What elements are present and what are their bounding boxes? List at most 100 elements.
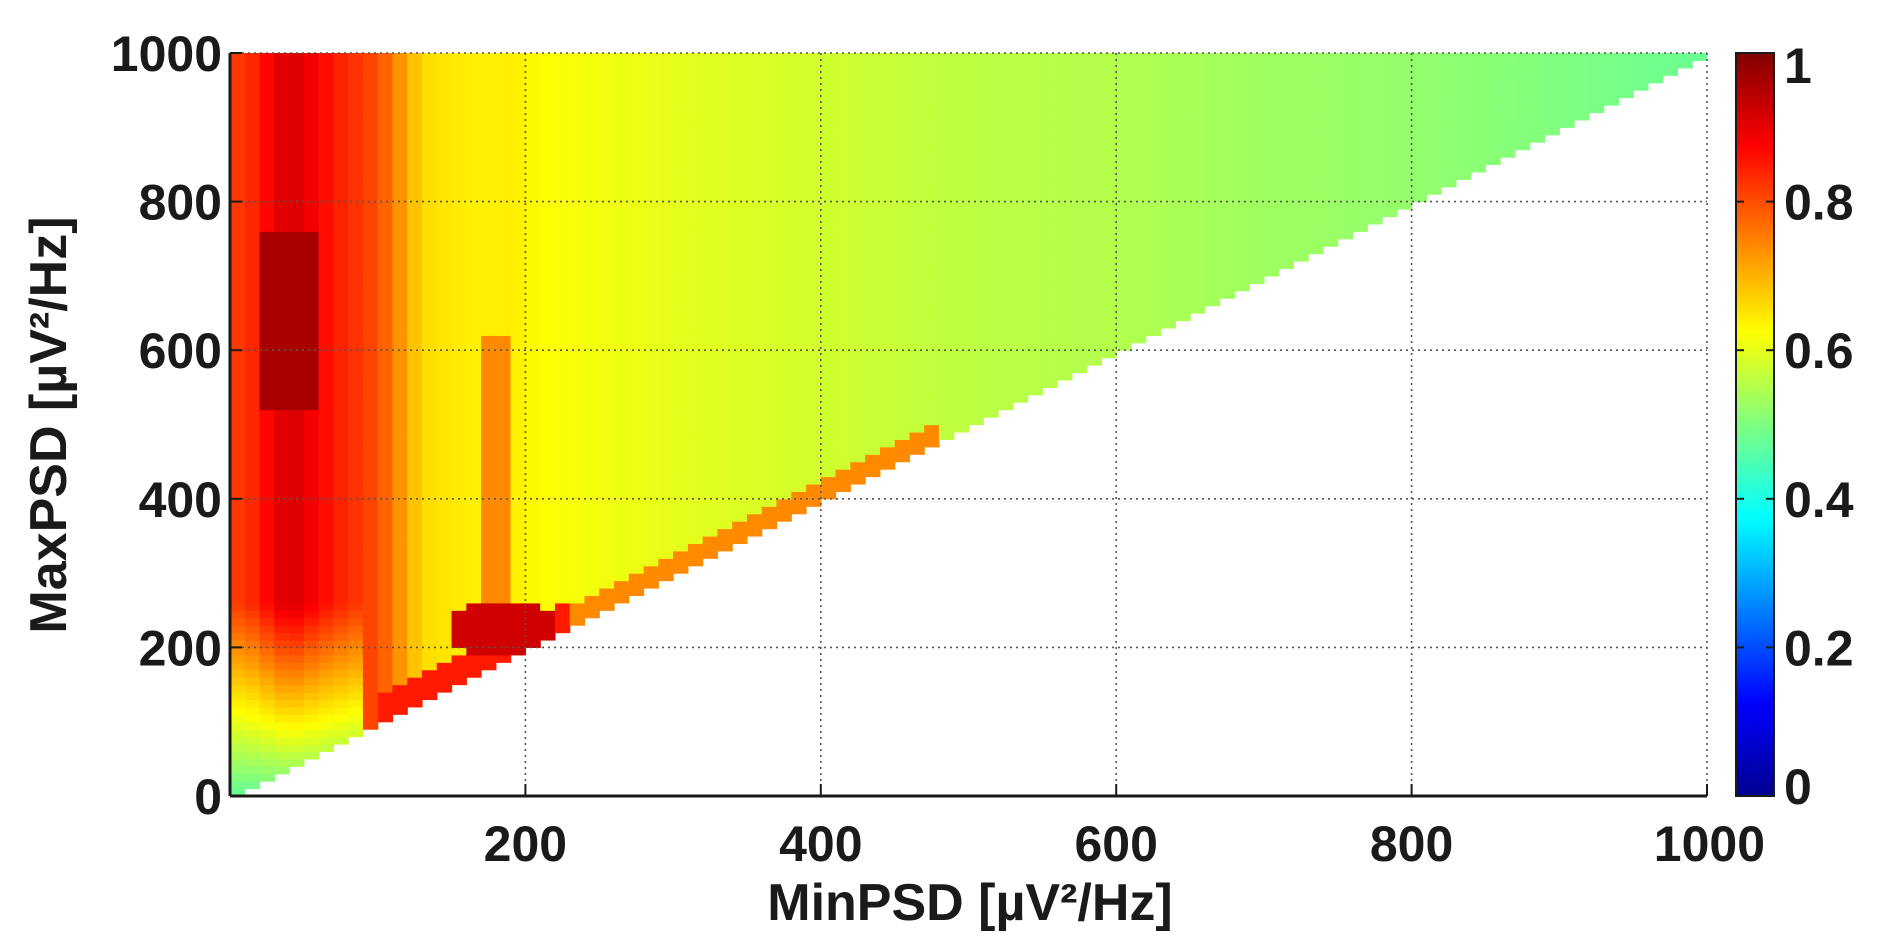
- heatmap-cell: [894, 119, 911, 128]
- heatmap-cell: [776, 342, 792, 351]
- heatmap-cell: [983, 209, 999, 218]
- heatmap-cell: [289, 513, 305, 522]
- heatmap-cell: [791, 246, 807, 255]
- heatmap-cell: [303, 662, 320, 671]
- heatmap-cell: [894, 290, 911, 299]
- heatmap-cell: [274, 691, 290, 701]
- heatmap-cell: [377, 223, 394, 232]
- heatmap-cell: [377, 610, 394, 619]
- heatmap-cell: [481, 335, 497, 344]
- heatmap-cell: [377, 157, 394, 166]
- heatmap-cell: [806, 216, 822, 225]
- heatmap-cell: [1027, 164, 1043, 173]
- heatmap-cell: [983, 275, 999, 284]
- heatmap-cell: [1278, 60, 1295, 69]
- heatmap-cell: [362, 275, 379, 284]
- heatmap-cell: [687, 498, 704, 507]
- heatmap-cell: [1219, 60, 1235, 69]
- heatmap-cell: [1042, 209, 1058, 218]
- heatmap-cell: [643, 223, 659, 232]
- heatmap-cell: [495, 298, 512, 307]
- heatmap-cell: [230, 223, 246, 232]
- heatmap-cell: [1116, 209, 1132, 218]
- heatmap-cell: [1116, 275, 1132, 284]
- heatmap-cell: [761, 424, 778, 433]
- heatmap-cell: [525, 201, 541, 210]
- heatmap-cell: [998, 105, 1014, 114]
- heatmap-cell: [451, 513, 467, 522]
- heatmap-cell: [244, 691, 261, 701]
- heatmap-cell: [658, 275, 674, 284]
- heatmap-cell: [303, 610, 320, 619]
- heatmap-cell: [1382, 82, 1398, 91]
- heatmap-cell: [525, 535, 541, 544]
- heatmap-cell: [1234, 67, 1250, 76]
- heatmap-cell: [791, 431, 807, 440]
- heatmap-cell: [333, 186, 349, 195]
- heatmap-cell: [1204, 223, 1221, 232]
- heatmap-cell: [495, 365, 512, 374]
- heatmap-cell: [894, 134, 911, 143]
- heatmap-cell: [259, 528, 275, 537]
- heatmap-cell: [643, 231, 659, 240]
- heatmap-cell: [569, 298, 586, 307]
- heatmap-cell: [628, 431, 645, 440]
- heatmap-cell: [909, 402, 925, 411]
- heatmap-cell: [1057, 105, 1073, 114]
- heatmap-cell: [407, 313, 423, 322]
- heatmap-cell: [289, 387, 305, 396]
- heatmap-cell: [569, 60, 586, 69]
- heatmap-cell: [377, 506, 394, 515]
- heatmap-cell: [1263, 134, 1280, 143]
- heatmap-cell: [259, 379, 275, 388]
- heatmap-cell: [362, 119, 379, 128]
- heatmap-cell: [495, 357, 512, 366]
- heatmap-cell: [879, 357, 896, 366]
- heatmap-cell: [835, 342, 851, 351]
- heatmap-cell: [732, 313, 748, 322]
- heatmap-cell: [510, 246, 526, 255]
- heatmap-cell: [776, 387, 792, 396]
- heatmap-cell: [1367, 105, 1383, 114]
- heatmap-cell: [614, 580, 630, 589]
- heatmap-cell: [1145, 320, 1162, 329]
- heatmap-cell: [362, 357, 379, 366]
- heatmap-cell: [820, 275, 837, 284]
- heatmap-cell: [1160, 253, 1176, 262]
- heatmap-cell: [835, 469, 851, 478]
- heatmap-cell: [422, 60, 438, 69]
- heatmap-cell: [289, 298, 305, 307]
- heatmap-cell: [879, 67, 896, 76]
- heatmap-cell: [953, 402, 970, 411]
- heatmap-cell: [614, 365, 630, 374]
- heatmap-cell: [1101, 350, 1117, 359]
- heatmap-cell: [525, 521, 541, 530]
- heatmap-cell: [422, 335, 438, 344]
- heatmap-cell: [525, 112, 541, 121]
- heatmap-cell: [244, 231, 261, 240]
- heatmap-cell: [230, 721, 246, 730]
- heatmap-cell: [259, 90, 275, 99]
- heatmap-cell: [599, 565, 615, 574]
- heatmap-cell: [628, 82, 645, 91]
- heatmap-cell: [289, 610, 305, 619]
- heatmap-cell: [289, 528, 305, 537]
- heatmap-cell: [451, 223, 467, 232]
- heatmap-cell: [806, 246, 822, 255]
- heatmap-cell: [1204, 209, 1221, 218]
- heatmap-cell: [643, 60, 659, 69]
- heatmap-cell: [540, 223, 556, 232]
- heatmap-cell: [968, 387, 984, 396]
- heatmap-cell: [569, 290, 586, 299]
- heatmap-cell: [333, 320, 349, 329]
- heatmap-cell: [466, 231, 482, 240]
- heatmap-cell: [569, 506, 586, 515]
- heatmap-cell: [953, 157, 970, 166]
- heatmap-cell: [806, 127, 822, 136]
- heatmap-cell: [1190, 298, 1206, 307]
- heatmap-cell: [422, 90, 438, 99]
- heatmap-cell: [1441, 105, 1457, 114]
- heatmap-cell: [230, 684, 246, 693]
- heatmap-cell: [481, 469, 497, 478]
- heatmap-cell: [850, 223, 866, 232]
